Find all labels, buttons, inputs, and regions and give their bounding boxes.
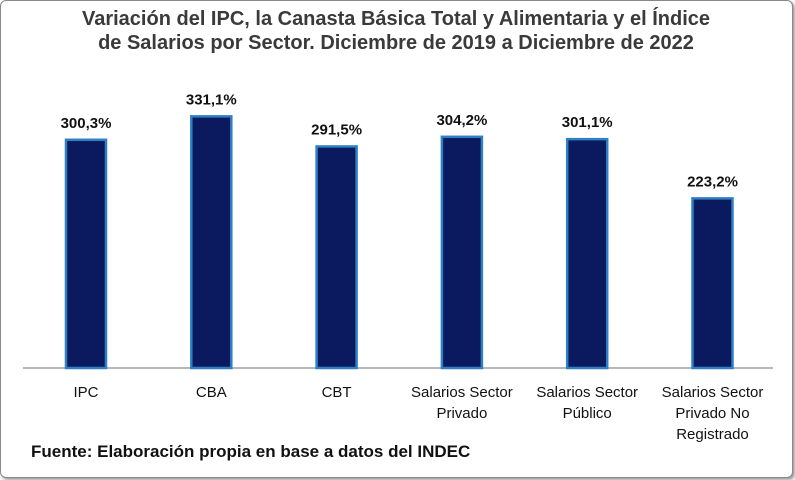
data-label: 331,1% bbox=[186, 91, 237, 108]
x-tick-label: CBT bbox=[321, 384, 352, 401]
data-label: 223,2% bbox=[687, 173, 738, 190]
data-label: 304,2% bbox=[436, 112, 487, 129]
bar bbox=[440, 135, 484, 370]
bar bbox=[565, 137, 609, 370]
bar bbox=[64, 138, 108, 370]
x-tick-label: Salarios Sector Privado bbox=[411, 384, 513, 422]
source-note: Fuente: Elaboración propia en base a dat… bbox=[31, 442, 471, 461]
x-tick-label: Salarios Sector Privado No Registrado bbox=[661, 384, 764, 443]
chart-title: Variación del IPC, la Canasta Básica Tot… bbox=[81, 8, 711, 54]
data-label: 300,3% bbox=[61, 115, 112, 132]
bar bbox=[315, 145, 358, 370]
data-label: 301,1% bbox=[562, 114, 613, 131]
bar bbox=[691, 197, 734, 370]
bar bbox=[190, 115, 233, 370]
x-tick-label: Salarios Sector Público bbox=[536, 384, 639, 422]
data-label: 291,5% bbox=[311, 121, 362, 138]
x-tick-label: IPC bbox=[73, 384, 99, 401]
x-tick-label: CBA bbox=[195, 384, 227, 401]
